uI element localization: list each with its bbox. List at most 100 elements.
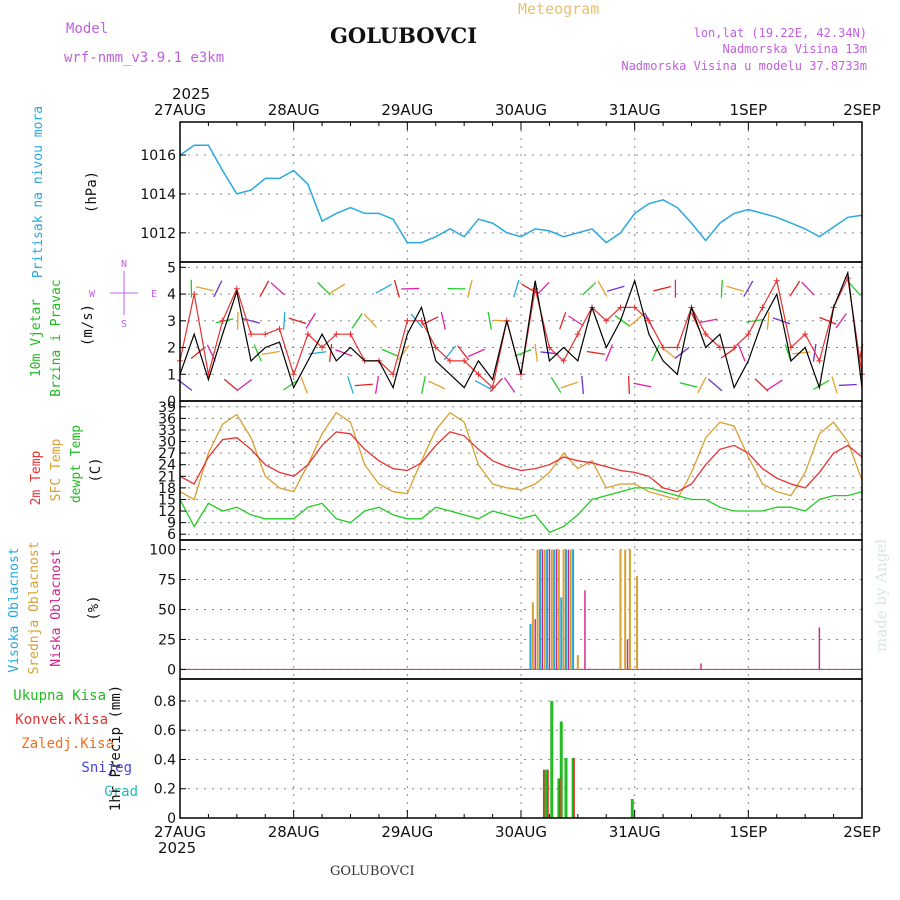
y-tick-label: 1 — [167, 367, 176, 383]
total-precip-bar — [545, 769, 549, 818]
wind-arrow — [737, 344, 746, 362]
y-tick-label: 50 — [158, 603, 176, 619]
wind-arrow — [699, 318, 718, 324]
y-tick-label: 5 — [167, 260, 176, 276]
wind-arrow — [354, 383, 373, 387]
y-tick-label: 0 — [167, 662, 176, 678]
wind-gust-marker — [603, 317, 610, 324]
compass-north-label: N — [121, 259, 127, 270]
footer-location: GOLUBOVCI — [330, 864, 415, 879]
time-label-bottom: 29AUG — [381, 823, 433, 841]
wind-speed-line — [179, 270, 863, 390]
conv-precip-bar — [547, 769, 549, 818]
wind-arrow — [236, 379, 253, 391]
wind-gust-marker — [319, 344, 326, 351]
wind-arrow — [633, 382, 652, 388]
wind-arrow — [381, 348, 399, 357]
conv-precip-bar — [573, 758, 575, 818]
wind-arrow — [651, 344, 660, 362]
wind-arrow — [582, 282, 597, 296]
precip-legend-4: Grad — [104, 784, 138, 800]
y-tick-label: 4 — [167, 287, 176, 303]
y-tick-label: 1014 — [140, 187, 176, 203]
model-name: wrf-nmm_v3.9.1 e3km — [64, 50, 224, 66]
wind-gust-marker — [191, 291, 198, 298]
wind-gust-marker — [787, 344, 794, 351]
mid-cloud-bar — [628, 549, 631, 670]
high-cloud-bar — [572, 549, 575, 670]
watermark: made by Angel — [872, 539, 890, 652]
mid-cloud-bar — [562, 549, 565, 670]
wind-gust-marker — [631, 304, 638, 311]
wind-arrow — [259, 280, 270, 297]
high-cloud-axis-label: Visoka Oblacnost — [7, 547, 22, 672]
wind-axis-label-1: 10m Vjetar — [29, 299, 44, 377]
wind-gust-marker — [731, 344, 738, 351]
wind-gust-marker — [702, 331, 709, 338]
wind-arrow — [195, 286, 214, 292]
y-tick-label: 0.8 — [154, 694, 176, 710]
y-tick-label: 25 — [158, 632, 176, 648]
wind-gust-marker — [262, 331, 269, 338]
wind-arrow — [743, 280, 754, 297]
wind-arrow — [329, 283, 346, 295]
sfc-temp-line — [179, 411, 863, 501]
wind-arrow — [466, 279, 473, 298]
y-tick-label: 0 — [167, 811, 176, 827]
wind-arrow — [288, 317, 307, 325]
time-label-top: 2SEP — [843, 101, 881, 119]
mid-cloud-bar — [624, 549, 627, 670]
precip-unit-label: 1hr Precip (mm) — [108, 685, 124, 811]
wind-arrow — [848, 281, 861, 296]
wind-gust-marker — [475, 371, 482, 378]
wind-gust-marker — [390, 371, 397, 378]
wind-arrow — [223, 378, 239, 392]
wind-arrow — [317, 281, 331, 296]
wind-gust-marker — [248, 331, 255, 338]
wind-arrow — [726, 285, 744, 292]
mid-cloud-bar — [569, 549, 572, 670]
wind-arrow — [393, 279, 400, 298]
time-label-bottom: 2SEP — [843, 823, 881, 841]
wind-gust-marker — [489, 384, 496, 391]
high-cloud-bar — [560, 597, 563, 670]
wind-arrow — [536, 281, 550, 296]
low-cloud-bar — [567, 549, 570, 670]
wind-arrow — [347, 376, 354, 394]
precip-legend-3: Snijeg — [81, 760, 132, 776]
frame-layer — [179, 121, 863, 819]
wind-arrow — [534, 343, 538, 362]
temp-unit-label: (C) — [88, 457, 104, 482]
elevation-label: Nadmorska Visina 13m — [723, 42, 868, 56]
compass-east-label: E — [151, 289, 157, 300]
low-cloud-bar — [534, 619, 536, 670]
wind-arrow — [190, 346, 206, 360]
wind-gust-marker — [290, 371, 297, 378]
wind-gust-marker — [759, 304, 766, 311]
y-tick-label: 18 — [158, 481, 176, 497]
wind-arrow — [605, 344, 614, 362]
total-precip-bar — [630, 798, 634, 818]
wind-arrow — [270, 282, 285, 296]
wind-arrow — [401, 287, 420, 290]
time-label-top: 29AUG — [381, 101, 433, 119]
wind-arrow — [720, 279, 723, 298]
precip-legend-2: Zaledj.Kisa — [21, 736, 114, 752]
mid-cloud-axis-label: Srednja Oblacnost — [27, 541, 42, 674]
sfctemp-axis-label: SFC Temp — [49, 439, 64, 502]
wind-gust-marker — [446, 357, 453, 364]
low-cloud-bar — [818, 627, 821, 670]
wind-arrow — [351, 312, 363, 329]
wind-arrow — [420, 376, 426, 394]
wind-arrow — [428, 380, 446, 390]
high-cloud-bar — [564, 549, 567, 670]
wind-gust-marker — [461, 357, 468, 364]
mid-cloud-bar — [636, 575, 639, 670]
wind-arrow — [627, 375, 631, 394]
y-tick-label: 24 — [158, 458, 176, 474]
wind-gust-marker — [674, 344, 681, 351]
precip-legend-0: Ukupna Kisa — [13, 688, 106, 704]
pressure-unit-label: (hPa) — [84, 171, 100, 213]
temp2m-axis-label: 2m Temp — [29, 450, 44, 505]
y-tick-label: 12 — [158, 504, 176, 520]
